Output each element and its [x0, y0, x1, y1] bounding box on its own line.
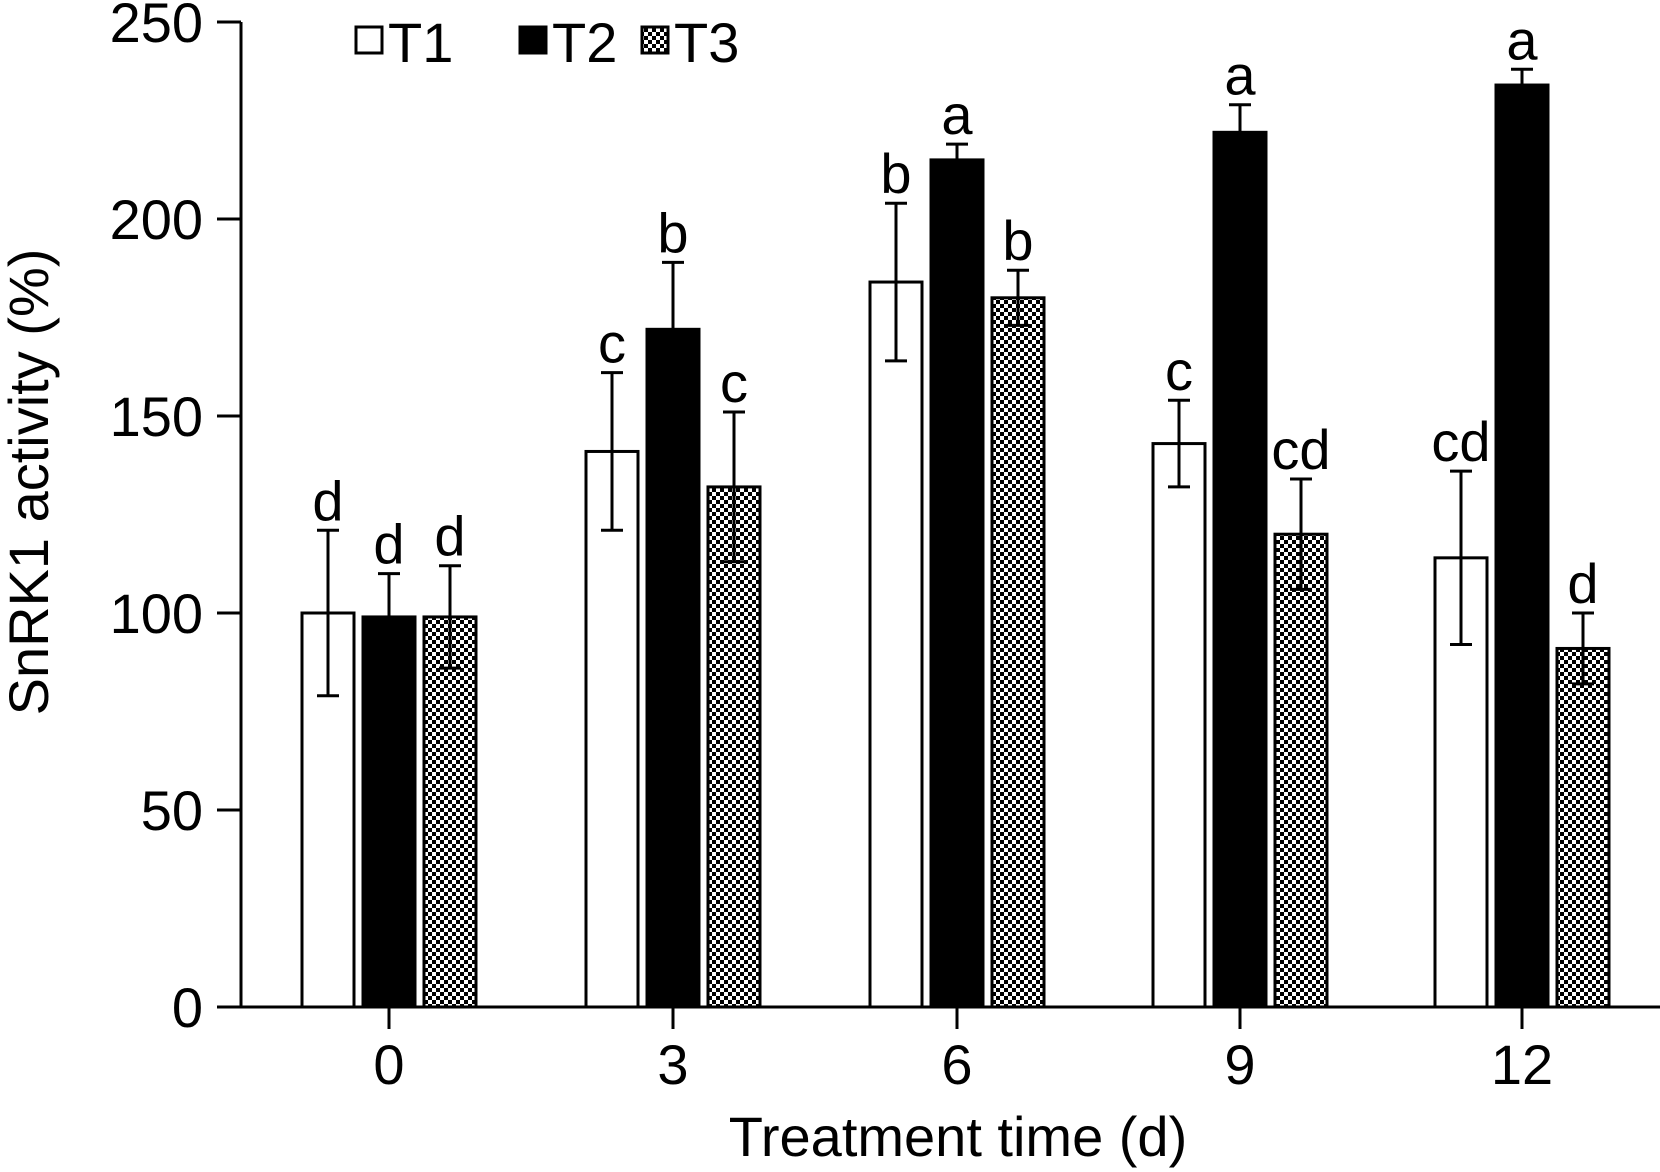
legend-label-T2: T2 [552, 11, 617, 74]
bar-T3-day-12 [1555, 646, 1611, 1009]
significance-label-T3-day-6: b [1002, 209, 1033, 272]
y-tick-label-250: 250 [110, 0, 203, 54]
bar-T3-day-6 [990, 296, 1046, 1009]
y-axis-title: SnRK1 activity (%) [0, 249, 60, 716]
bar-T2-day-0 [361, 615, 417, 1009]
y-tick-label-100: 100 [110, 582, 203, 645]
significance-label-T3-day-12: d [1567, 552, 1598, 615]
error-bar-T1-day-6 [885, 201, 907, 363]
legend-item-T2: T2 [518, 11, 617, 74]
bar-T1-day-6 [868, 280, 924, 1009]
significance-label-T1-day-3: c [598, 312, 626, 375]
significance-label-T3-day-9: cd [1271, 418, 1330, 481]
legend-item-T3: T3 [640, 11, 739, 74]
error-bar-T3-day-12 [1572, 611, 1594, 686]
error-bar-T2-day-9 [1229, 103, 1251, 162]
significance-label-T2-day-9: a [1224, 44, 1256, 107]
legend-swatch-T2 [518, 25, 548, 55]
y-tick-label-50: 50 [141, 779, 203, 842]
y-tick-label-0: 0 [172, 976, 203, 1039]
error-bar-T2-day-3 [662, 260, 684, 398]
bar-T1-day-9 [1151, 442, 1207, 1009]
x-axis-title: Treatment time (d) [729, 1105, 1187, 1168]
significance-label-T1-day-9: c [1165, 339, 1193, 402]
error-bar-T1-day-3 [601, 371, 623, 532]
x-tick-label-6: 6 [941, 1033, 972, 1096]
significance-label-T3-day-0: d [434, 505, 465, 568]
error-bar-T1-day-0 [317, 528, 339, 698]
bar-T2-day-3 [645, 327, 701, 1009]
error-bar-T3-day-6 [1007, 268, 1029, 327]
y-tick-label-150: 150 [110, 385, 203, 448]
error-bar-T1-day-9 [1168, 398, 1190, 489]
significance-label-T2-day-12: a [1506, 8, 1538, 71]
significance-label-T3-day-3: c [720, 351, 748, 414]
legend-swatch-T3 [640, 25, 670, 55]
bar-T2-day-6 [929, 158, 985, 1009]
significance-label-T1-day-12: cd [1431, 410, 1490, 473]
x-tick-label-12: 12 [1491, 1033, 1553, 1096]
bar-T2-day-12 [1494, 83, 1550, 1009]
error-bar-T2-day-6 [946, 142, 968, 178]
significance-label-T1-day-6: b [880, 142, 911, 205]
bar-T3-day-9 [1273, 532, 1329, 1009]
legend-label-T1: T1 [388, 11, 453, 74]
bar-T3-day-3 [706, 485, 762, 1009]
bar-T2-day-9 [1212, 130, 1268, 1009]
error-bar-T3-day-3 [723, 410, 745, 564]
legend-label-T3: T3 [674, 11, 739, 74]
x-tick-label-0: 0 [373, 1033, 404, 1096]
bar-T3-day-0 [422, 615, 478, 1009]
error-bar-T3-day-9 [1290, 477, 1312, 591]
legend-swatch-T1 [354, 25, 384, 55]
x-tick-label-9: 9 [1224, 1033, 1255, 1096]
error-bar-T1-day-12 [1450, 469, 1472, 647]
significance-label-T2-day-6: a [941, 83, 973, 146]
bar-T1-day-3 [584, 449, 640, 1009]
y-tick-label-200: 200 [110, 188, 203, 251]
error-bar-T2-day-0 [378, 572, 400, 662]
axes-layer: 0 50 100 150 200 250 0 3 6 9 12 [110, 0, 1660, 1096]
error-bar-T3-day-0 [439, 564, 461, 670]
error-bar-T2-day-12 [1511, 67, 1533, 103]
significance-label-T2-day-0: d [373, 513, 404, 576]
significance-label-T1-day-0: d [312, 469, 343, 532]
significance-label-T2-day-3: b [657, 201, 688, 264]
legend: T1 T2 T3 [354, 11, 739, 74]
legend-item-T1: T1 [354, 11, 453, 74]
x-tick-label-3: 3 [657, 1033, 688, 1096]
